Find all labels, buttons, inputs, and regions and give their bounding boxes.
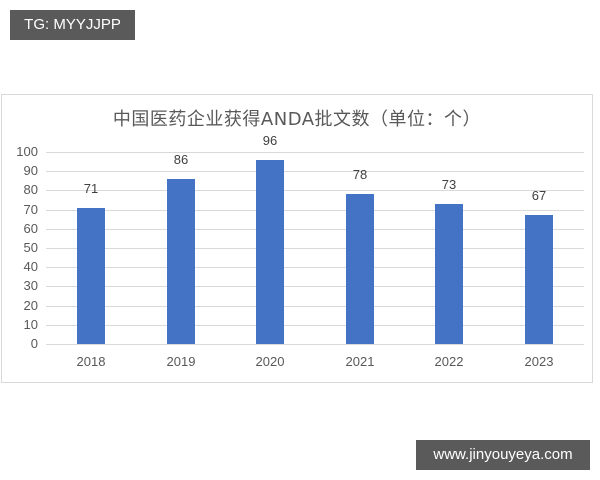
gridline <box>46 305 584 307</box>
gridline <box>46 267 584 269</box>
gridline <box>46 171 584 173</box>
x-tick-label: 2018 <box>76 354 106 369</box>
data-label: 86 <box>173 151 189 167</box>
data-label: 78 <box>352 167 368 183</box>
gridline <box>46 228 584 230</box>
gridline <box>46 344 584 345</box>
gridline <box>46 152 584 153</box>
y-tick-label: 20 <box>23 297 38 313</box>
x-tick-label: 2022 <box>434 354 464 369</box>
gridline <box>46 286 584 288</box>
y-tick-label: 30 <box>23 278 38 294</box>
tag-label: TG: MYYJJPP <box>10 10 135 40</box>
y-tick-label: 80 <box>23 182 38 198</box>
bar-2018 <box>77 207 105 344</box>
gridline <box>46 190 584 192</box>
gridline <box>46 248 584 249</box>
data-label: 96 <box>262 132 278 148</box>
bar-2021 <box>346 194 374 344</box>
x-tick-label: 2021 <box>345 354 375 369</box>
data-label: 71 <box>83 180 99 196</box>
y-tick-label: 60 <box>23 220 38 236</box>
gridline <box>46 209 584 211</box>
bar-2020 <box>256 159 284 344</box>
watermark-label: www.jinyouyeya.com <box>416 440 590 470</box>
x-tick-label: 2020 <box>255 354 285 369</box>
y-tick-label: 100 <box>16 144 38 159</box>
x-tick-label: 2019 <box>166 354 196 369</box>
bar-2023 <box>525 215 553 344</box>
bar-2022 <box>435 203 463 344</box>
y-tick-label: 90 <box>23 163 38 179</box>
chart-container: 中国医药企业获得ANDA批文数（单位：个） 0 10 20 30 40 50 60 70 80 9… <box>1 94 593 383</box>
gridline <box>46 324 584 326</box>
bar-2019 <box>167 178 195 344</box>
y-tick-label: 50 <box>23 240 38 255</box>
chart-title: 中国医药企业获得ANDA批文数（单位：个） <box>112 109 482 130</box>
y-tick-label: 0 <box>30 336 38 351</box>
data-label: 73 <box>441 176 457 192</box>
data-label: 67 <box>531 188 547 204</box>
x-tick-label: 2023 <box>524 354 554 369</box>
y-tick-label: 40 <box>23 259 38 275</box>
y-tick-label: 70 <box>23 201 38 217</box>
y-tick-label: 10 <box>23 316 38 332</box>
